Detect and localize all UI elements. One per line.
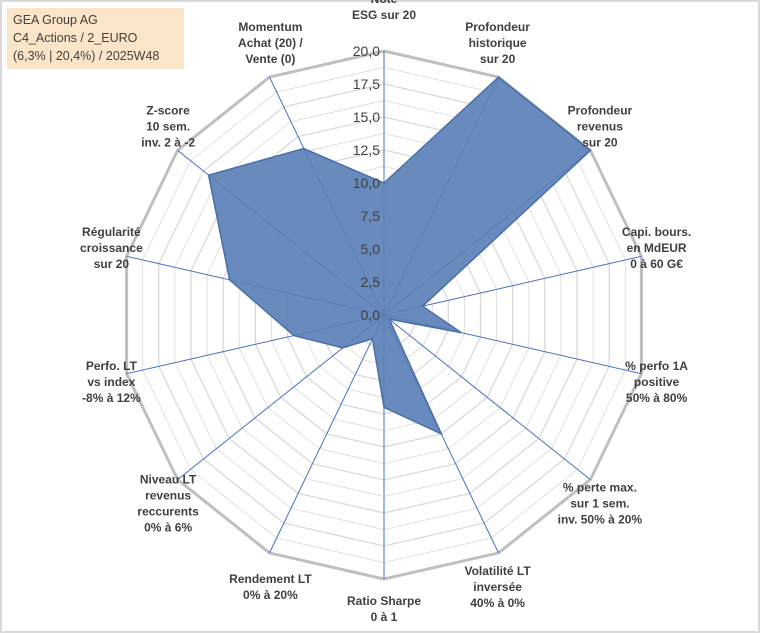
axis-label-8-line-1: 0% à 20% bbox=[243, 588, 298, 602]
axis-label-4-line-0: % perfo 1A bbox=[625, 359, 688, 373]
axis-spoke-3 bbox=[383, 255, 642, 316]
axis-label-10-line-1: vs index bbox=[87, 375, 135, 389]
axis-label-10: Perfo. LT vs index -8% à 12% bbox=[82, 359, 141, 405]
axis-label-9: Niveau LT revenus reccurents 0% à 6% bbox=[137, 472, 199, 534]
axis-label-5-line-0: % perte max. bbox=[563, 480, 637, 494]
axis-label-8: Rendement LT 0% à 20% bbox=[229, 572, 312, 602]
axis-label-9-line-2: reccurents bbox=[137, 504, 199, 518]
axis-label-5-line-1: sur 1 sem. bbox=[570, 496, 629, 510]
axis-label-0-line-1: ESG sur 20 bbox=[352, 8, 416, 22]
axis-label-1-line-0: Profondeur bbox=[465, 20, 530, 34]
axis-label-0: Note ESG sur 20 bbox=[352, 0, 416, 22]
axis-label-1-line-1: historique bbox=[469, 36, 527, 50]
tick-label-1: 2,5 bbox=[361, 274, 381, 290]
axis-label-9-line-1: revenus bbox=[145, 488, 191, 502]
axis-label-10-line-2: -8% à 12% bbox=[82, 391, 141, 405]
axis-label-6-line-1: inversée bbox=[473, 580, 522, 594]
axis-label-11-line-2: sur 20 bbox=[94, 257, 130, 271]
tick-label-2: 5,0 bbox=[361, 241, 381, 257]
axis-label-13-line-1: Achat (20) / bbox=[238, 36, 303, 50]
axis-label-1: Profondeur historique sur 20 bbox=[465, 20, 530, 66]
axis-label-2-line-0: Profondeur bbox=[568, 104, 633, 118]
axis-label-6-line-0: Volatilité LT bbox=[464, 564, 531, 578]
axis-label-2-line-1: revenus bbox=[577, 120, 623, 134]
title-line-1: GEA Group AG bbox=[13, 13, 98, 27]
axis-label-11-line-0: Régularité bbox=[82, 225, 141, 239]
axis-label-12-line-2: inv. 2 à -2 bbox=[141, 136, 195, 150]
tick-label-7: 17,5 bbox=[353, 76, 380, 92]
axis-label-5: % perte max. sur 1 sem. inv. 50% à 20% bbox=[558, 480, 643, 526]
axis-label-7: Ratio Sharpe 0 à 1 bbox=[347, 594, 421, 624]
tick-label-0: 0,0 bbox=[361, 307, 381, 323]
axis-label-3-line-1: en MdEUR bbox=[627, 241, 687, 255]
axis-label-1-line-2: sur 20 bbox=[480, 52, 516, 66]
axis-label-9-line-0: Niveau LT bbox=[140, 472, 197, 486]
axis-label-3: Capi. bours. en MdEUR 0 à 60 G€ bbox=[622, 225, 691, 271]
axis-label-2-line-2: sur 20 bbox=[582, 136, 618, 150]
axis-label-4: % perfo 1A positive 50% à 80% bbox=[625, 359, 688, 405]
axis-spoke-5 bbox=[383, 314, 591, 480]
axis-label-10-line-0: Perfo. LT bbox=[86, 359, 138, 373]
axis-label-0-line-0: Note bbox=[371, 0, 398, 6]
axis-label-13: Momentum Achat (20) / Vente (0) bbox=[238, 20, 303, 66]
axis-label-7-line-1: 0 à 1 bbox=[371, 610, 398, 624]
axis-label-12: Z-score 10 sem. inv. 2 à -2 bbox=[141, 104, 195, 150]
axis-label-7-line-0: Ratio Sharpe bbox=[347, 594, 421, 608]
axis-label-5-line-2: inv. 50% à 20% bbox=[558, 512, 643, 526]
axis-label-6-line-2: 40% à 0% bbox=[470, 596, 525, 610]
axis-label-3-line-0: Capi. bours. bbox=[622, 225, 691, 239]
axis-label-3-line-2: 0 à 60 G€ bbox=[630, 257, 683, 271]
chart-title-box: GEA Group AG C4_Actions / 2_EURO (6,3% |… bbox=[7, 8, 184, 69]
title-line-3: (6,3% | 20,4%) / 2025W48 bbox=[13, 49, 160, 63]
axis-label-8-line-0: Rendement LT bbox=[229, 572, 312, 586]
axis-label-13-line-2: Vente (0) bbox=[245, 52, 295, 66]
axis-label-9-line-3: 0% à 6% bbox=[144, 520, 192, 534]
axis-label-12-line-0: Z-score bbox=[146, 104, 190, 118]
tick-label-6: 15,0 bbox=[353, 109, 380, 125]
axis-label-11-line-1: croissance bbox=[80, 241, 143, 255]
tick-label-8: 20,0 bbox=[353, 43, 380, 59]
axis-label-2: Profondeur revenus sur 20 bbox=[568, 104, 633, 150]
tick-label-4: 10,0 bbox=[353, 175, 380, 191]
title-line-2: C4_Actions / 2_EURO bbox=[13, 31, 138, 45]
axis-label-12-line-1: 10 sem. bbox=[146, 120, 190, 134]
tick-label-3: 7,5 bbox=[361, 208, 381, 224]
axis-label-4-line-1: positive bbox=[634, 375, 680, 389]
axis-label-13-line-0: Momentum bbox=[238, 20, 302, 34]
axis-label-4-line-2: 50% à 80% bbox=[626, 391, 688, 405]
axis-spoke-8 bbox=[269, 314, 385, 554]
axis-label-6: Volatilité LT inversée 40% à 0% bbox=[464, 564, 531, 610]
tick-label-5: 12,5 bbox=[353, 142, 380, 158]
axis-label-11: Régularité croissance sur 20 bbox=[80, 225, 143, 271]
data-series-area bbox=[207, 76, 592, 436]
